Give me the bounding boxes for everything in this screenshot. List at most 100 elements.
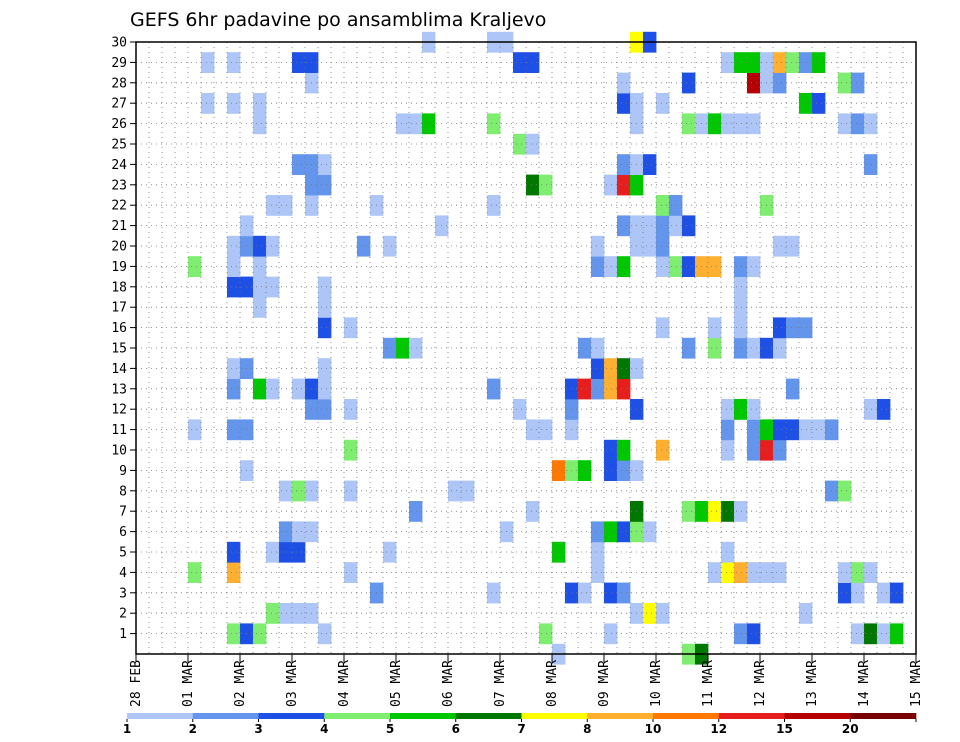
x-tick-label: 07 MAR [493, 660, 508, 707]
heatmap-cell [734, 52, 748, 73]
heatmap-cell [669, 215, 683, 237]
heatmap-cell [617, 521, 631, 543]
heatmap-cell [318, 623, 332, 645]
heatmap-cell [812, 419, 826, 441]
heatmap-cell [617, 72, 631, 94]
heatmap-cell [617, 93, 631, 114]
heatmap-cell [643, 235, 657, 257]
y-tick-label: 2 [119, 607, 127, 622]
heatmap-cell [448, 480, 462, 502]
heatmap-cell [253, 93, 267, 114]
y-tick-label: 26 [111, 117, 127, 132]
heatmap-cell [812, 52, 826, 73]
heatmap-cell [318, 174, 332, 196]
heatmap-cell [526, 52, 540, 73]
heatmap-cell [253, 297, 267, 318]
y-tick-label: 17 [111, 301, 127, 316]
heatmap-cell [656, 603, 670, 624]
heatmap-cell [877, 623, 891, 645]
heatmap-cell [227, 378, 241, 400]
heatmap-cell [864, 154, 878, 175]
heatmap-cell [318, 154, 332, 175]
heatmap-cell [318, 276, 332, 298]
heatmap-cell [864, 113, 878, 135]
heatmap-cell [604, 174, 618, 196]
heatmap-cell [682, 72, 696, 94]
legend-label: 2 [189, 722, 197, 736]
heatmap-cells [188, 31, 904, 665]
heatmap-cell [617, 256, 631, 277]
heatmap-cell [266, 195, 280, 216]
heatmap-cell [604, 623, 618, 645]
heatmap-cell [838, 72, 852, 94]
legend-swatch [850, 713, 917, 719]
legend-label: 10 [645, 722, 662, 736]
heatmap-cell [526, 133, 540, 155]
heatmap-cell [708, 501, 722, 522]
heatmap-cell [708, 317, 722, 339]
y-tick-label: 24 [111, 158, 127, 173]
legend-swatch [192, 713, 259, 719]
heatmap-cell [253, 256, 267, 277]
heatmap-cell [656, 93, 670, 114]
heatmap-cell [643, 154, 657, 175]
heatmap-cell [669, 256, 683, 277]
heatmap-cell [617, 215, 631, 237]
heatmap-cell [591, 235, 605, 257]
heatmap-cell [604, 582, 618, 604]
y-tick-label: 18 [111, 280, 127, 295]
x-axis-ticks: 28 FEB 01 MAR 02 MAR 03 MAR 04 MAR 05 MAR 06 M… [129, 654, 924, 707]
heatmap-cell [604, 460, 618, 481]
legend-swatch [587, 713, 654, 719]
heatmap-cell [279, 480, 293, 502]
heatmap-cell [487, 582, 501, 604]
heatmap-cell [526, 419, 540, 441]
legend-label: 6 [452, 722, 460, 736]
heatmap-cell [721, 541, 735, 563]
heatmap-cell [773, 235, 787, 257]
legend-label: 4 [320, 722, 328, 736]
heatmap-cell [279, 521, 293, 543]
heatmap-cell [851, 582, 865, 604]
x-tick-label: 06 MAR [441, 660, 456, 707]
heatmap-cell [604, 378, 618, 400]
heatmap-cell [682, 256, 696, 277]
heatmap-cell [721, 113, 735, 135]
heatmap-cell [617, 154, 631, 175]
x-tick-label: 04 MAR [337, 660, 352, 707]
heatmap-cell [591, 358, 605, 379]
heatmap-cell [786, 52, 800, 73]
heatmap-cell [721, 562, 735, 583]
heatmap-cell [864, 562, 878, 583]
heatmap-cell [292, 541, 306, 563]
heatmap-cell [838, 480, 852, 502]
legend-label: 12 [710, 722, 727, 736]
y-tick-label: 21 [111, 219, 127, 234]
heatmap-cell [201, 52, 215, 73]
heatmap-cell [721, 52, 735, 73]
heatmap-cell [721, 419, 735, 441]
heatmap-cell [656, 256, 670, 277]
y-tick-label: 5 [119, 546, 127, 561]
y-tick-label: 20 [111, 240, 127, 255]
heatmap-cell [851, 72, 865, 94]
heatmap-cell [747, 623, 761, 645]
heatmap-cell [578, 337, 592, 359]
heatmap-cell [292, 521, 306, 543]
heatmap-cell [227, 93, 241, 114]
heatmap-cell [292, 603, 306, 624]
heatmap-cell [344, 562, 358, 583]
heatmap-cell [383, 541, 397, 563]
heatmap-cell [773, 72, 787, 94]
heatmap-cell [539, 623, 553, 645]
heatmap-cell [409, 337, 423, 359]
heatmap-cell [643, 215, 657, 237]
heatmap-cell [656, 195, 670, 216]
legend-swatch [653, 713, 720, 719]
heatmap-cell [487, 113, 501, 135]
heatmap-cell [656, 317, 670, 339]
heatmap-cell [344, 317, 358, 339]
heatmap-cell [773, 337, 787, 359]
legend-swatch [258, 713, 325, 719]
